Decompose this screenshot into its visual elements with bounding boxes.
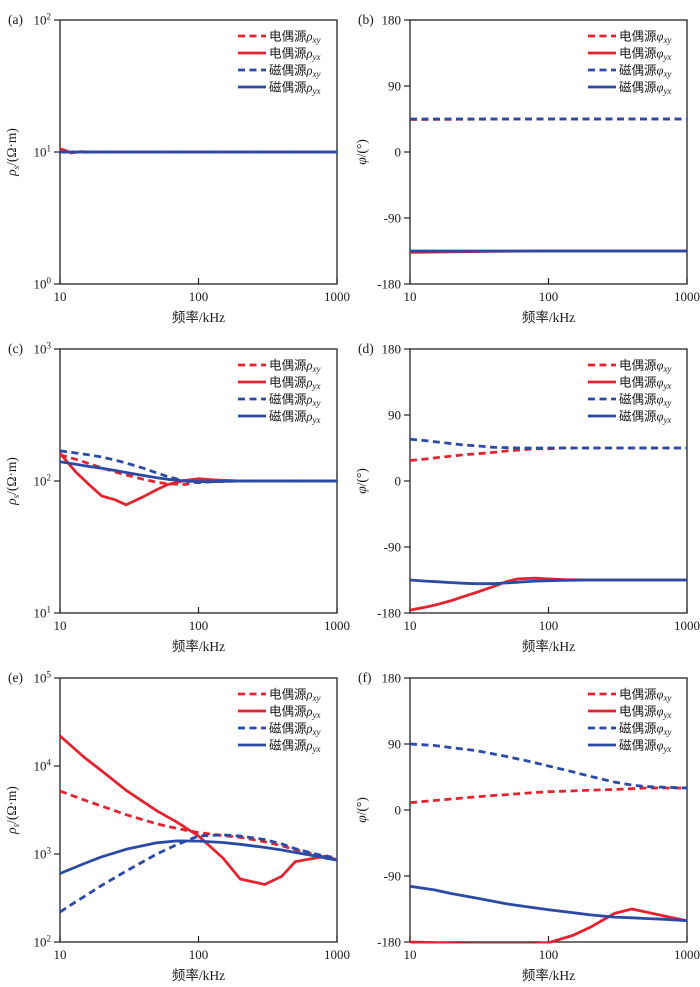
svg-text:-180: -180 [377, 935, 401, 950]
panel-f: 10 100 1000 -180 -90 0 90 180 频率/kHz φ/(°) (f) 电偶源φ… [350, 658, 700, 987]
svg-text:电偶源φyx: 电偶源φyx [619, 376, 671, 392]
chart-c-svg: 10 100 1000 101 102 103 频率/kHz ρs/(Ω·m) (c) 电偶源ρx… [4, 341, 350, 655]
svg-text:0: 0 [395, 474, 402, 489]
svg-text:电偶源φxy: 电偶源φxy [619, 30, 671, 46]
svg-text:100: 100 [34, 276, 52, 292]
panel-a: 10 100 1000 100 101 102 频率/kHz ρs/(Ω·m) (a) 电偶源ρx… [0, 0, 350, 329]
svg-text:(e): (e) [8, 670, 23, 685]
svg-text:磁偶源ρyx: 磁偶源ρyx [269, 80, 321, 97]
svg-text:0: 0 [395, 145, 402, 160]
svg-text:100: 100 [539, 289, 559, 304]
svg-text:102: 102 [34, 12, 52, 28]
svg-text:磁偶源φyx: 磁偶源φyx [619, 80, 671, 97]
svg-text:(b): (b) [358, 12, 374, 27]
svg-text:-90: -90 [384, 540, 401, 555]
svg-text:1000: 1000 [324, 947, 350, 962]
svg-text:磁偶源ρyx: 磁偶源ρyx [269, 409, 321, 426]
svg-text:1000: 1000 [674, 289, 700, 304]
svg-text:频率/kHz: 频率/kHz [172, 309, 225, 325]
svg-text:90: 90 [388, 79, 401, 94]
svg-text:电偶源ρyx: 电偶源ρyx [269, 705, 321, 721]
svg-text:103: 103 [34, 341, 52, 357]
svg-text:100: 100 [189, 947, 209, 962]
svg-text:磁偶源φxy: 磁偶源φxy [619, 721, 671, 738]
svg-text:10: 10 [54, 618, 67, 633]
svg-text:(f): (f) [358, 670, 372, 685]
svg-text:电偶源ρyx: 电偶源ρyx [269, 376, 321, 392]
panel-c: 10 100 1000 101 102 103 频率/kHz ρs/(Ω·m) (c) 电偶源ρx… [0, 329, 350, 658]
svg-text:频率/kHz: 频率/kHz [172, 638, 225, 654]
svg-text:频率/kHz: 频率/kHz [172, 967, 225, 983]
svg-text:1000: 1000 [324, 289, 350, 304]
svg-text:电偶源φxy: 电偶源φxy [619, 359, 671, 375]
svg-text:ρs/(Ω·m): ρs/(Ω·m) [4, 457, 21, 506]
svg-text:180: 180 [382, 342, 402, 357]
svg-text:(c): (c) [8, 341, 23, 356]
svg-text:电偶源ρxy: 电偶源ρxy [269, 30, 321, 46]
svg-text:电偶源ρxy: 电偶源ρxy [269, 359, 321, 375]
svg-text:φ/(°): φ/(°) [354, 797, 369, 823]
chart-a-svg: 10 100 1000100101102频率/kHzρs/(Ω·m)(a)电偶源ρx… [4, 12, 350, 326]
svg-text:104: 104 [34, 758, 52, 774]
svg-text:磁偶源ρxy: 磁偶源ρxy [269, 392, 321, 409]
panel-e: 10 100 1000 102 103 104 105 频率/kHz ρs/(Ω·m) (e) 电偶… [0, 658, 350, 987]
svg-text:磁偶源ρxy: 磁偶源ρxy [269, 721, 321, 738]
svg-text:103: 103 [34, 846, 52, 862]
svg-text:电偶源ρxy: 电偶源ρxy [269, 688, 321, 704]
svg-text:100: 100 [189, 289, 209, 304]
svg-text:1000: 1000 [674, 618, 700, 633]
svg-text:磁偶源φyx: 磁偶源φyx [619, 409, 671, 426]
svg-text:电偶源φyx: 电偶源φyx [619, 47, 671, 63]
svg-text:180: 180 [382, 13, 402, 28]
svg-text:磁偶源φyx: 磁偶源φyx [619, 738, 671, 755]
svg-text:10: 10 [54, 947, 67, 962]
svg-text:磁偶源ρyx: 磁偶源ρyx [269, 738, 321, 755]
svg-text:10: 10 [404, 947, 417, 962]
svg-text:101: 101 [34, 605, 52, 621]
svg-text:(d): (d) [358, 341, 374, 356]
svg-text:电偶源ρyx: 电偶源ρyx [269, 47, 321, 63]
svg-text:1000: 1000 [674, 947, 700, 962]
svg-text:ρs/(Ω·m): ρs/(Ω·m) [4, 786, 21, 835]
svg-text:频率/kHz: 频率/kHz [522, 309, 575, 325]
svg-text:102: 102 [34, 934, 52, 950]
svg-text:1000: 1000 [324, 618, 350, 633]
svg-text:101: 101 [34, 144, 52, 160]
svg-text:频率/kHz: 频率/kHz [522, 638, 575, 654]
svg-text:90: 90 [388, 737, 401, 752]
chart-b-svg: 10 100 1000 -180 -90 0 90 180 频率/kHz φ/(°) (b) 电偶源φ… [354, 12, 700, 325]
panel-b: 10 100 1000 -180 -90 0 90 180 频率/kHz φ/(°) (b) 电偶源φ… [350, 0, 700, 329]
svg-text:100: 100 [539, 947, 559, 962]
svg-text:102: 102 [34, 473, 52, 489]
svg-text:100: 100 [189, 618, 209, 633]
svg-text:10: 10 [54, 289, 67, 304]
svg-text:90: 90 [388, 408, 401, 423]
svg-text:磁偶源φxy: 磁偶源φxy [619, 392, 671, 409]
svg-text:φ/(°): φ/(°) [354, 139, 369, 165]
chart-d-svg: 10 100 1000 -180 -90 0 90 180 频率/kHz φ/(°) (d) 电偶源φ… [354, 341, 700, 654]
panel-d: 10 100 1000 -180 -90 0 90 180 频率/kHz φ/(°) (d) 电偶源φ… [350, 329, 700, 658]
chart-e-svg: 10 100 1000 102 103 104 105 频率/kHz ρs/(Ω·m) (e) 电偶… [4, 670, 350, 984]
svg-text:180: 180 [382, 671, 402, 686]
svg-text:φ/(°): φ/(°) [354, 468, 369, 494]
svg-text:0: 0 [395, 803, 402, 818]
chart-f-svg: 10 100 1000 -180 -90 0 90 180 频率/kHz φ/(°) (f) 电偶源φ… [354, 670, 700, 983]
svg-text:频率/kHz: 频率/kHz [522, 967, 575, 983]
svg-text:105: 105 [34, 670, 52, 686]
svg-text:-180: -180 [377, 606, 401, 621]
svg-text:10: 10 [404, 289, 417, 304]
svg-text:10: 10 [404, 618, 417, 633]
svg-text:(a): (a) [8, 12, 23, 27]
svg-text:磁偶源ρxy: 磁偶源ρxy [269, 63, 321, 80]
svg-text:ρs/(Ω·m): ρs/(Ω·m) [4, 128, 21, 177]
svg-text:电偶源φyx: 电偶源φyx [619, 705, 671, 721]
svg-text:-90: -90 [384, 211, 401, 226]
svg-text:磁偶源φxy: 磁偶源φxy [619, 63, 671, 80]
svg-text:100: 100 [539, 618, 559, 633]
svg-text:-180: -180 [377, 277, 401, 292]
svg-text:-90: -90 [384, 869, 401, 884]
svg-text:电偶源φxy: 电偶源φxy [619, 688, 671, 704]
